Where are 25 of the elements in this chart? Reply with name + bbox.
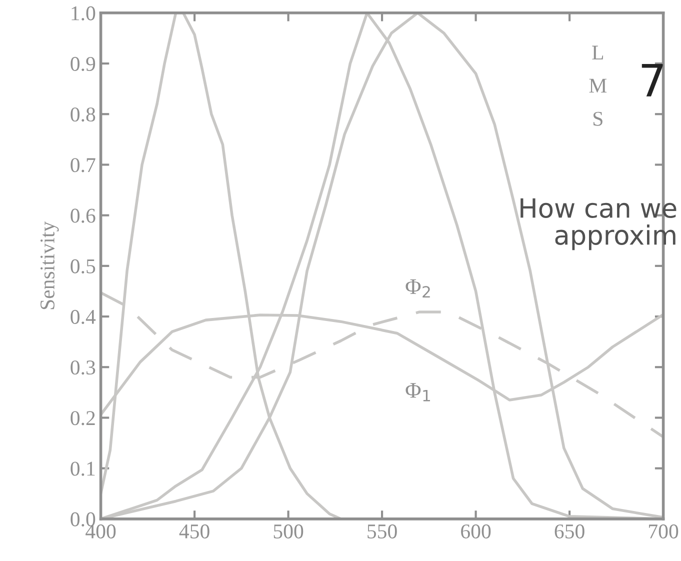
annotation: M <box>589 78 607 93</box>
series-label: Φ$_{2}$ <box>406 279 430 298</box>
x-tick-label: 650 <box>554 524 584 538</box>
y-tick-label: 0.6 <box>70 208 96 223</box>
y-tick-label: 0.2 <box>70 411 95 426</box>
series-label: Φ$_{1}$ <box>406 383 430 402</box>
y-axis-title: Sensitivity <box>40 221 59 310</box>
y-tick-label: 1.0 <box>72 6 96 20</box>
y-tick-label: 0.9 <box>70 56 96 72</box>
y-tick-label: 0.3 <box>70 360 96 375</box>
y-tick-label: 0.5 <box>70 259 96 274</box>
y-tick-label: 0.7 <box>70 158 96 172</box>
x-tick-label: 600 <box>461 524 491 538</box>
annotation: S <box>594 112 602 126</box>
x-tick-label: 400 <box>86 524 116 538</box>
y-tick-label: 0.8 <box>70 107 96 122</box>
y-tick-label: 0.0 <box>70 512 96 526</box>
x-tick-label: 450 <box>179 524 210 538</box>
y-tick-label: 0.1 <box>70 462 95 476</box>
annotation: 7 <box>642 64 663 96</box>
x-tick-label: 700 <box>649 524 678 538</box>
x-tick-label: 550 <box>368 524 397 538</box>
x-tick-label: 500 <box>274 524 304 538</box>
annotation: L <box>592 46 604 60</box>
y-tick-label: 0.4 <box>70 310 96 324</box>
